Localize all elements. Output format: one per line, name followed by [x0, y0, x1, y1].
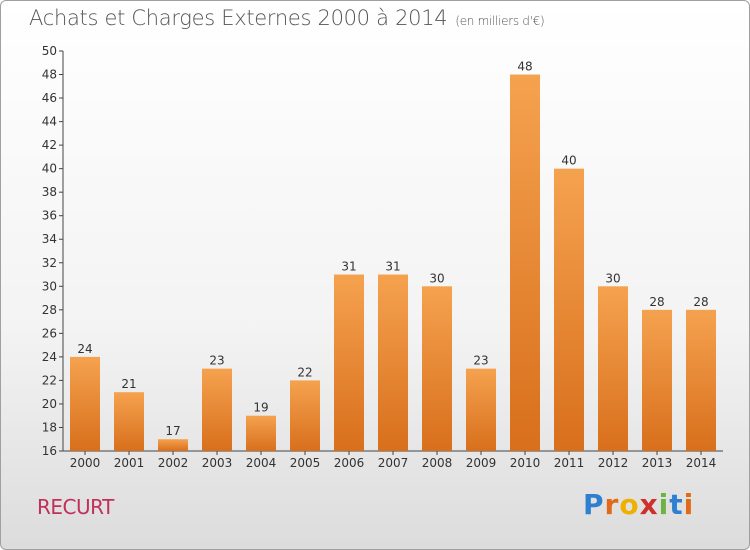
bar-value-label: 30 — [429, 271, 444, 285]
commune-name: RECURT — [37, 495, 114, 519]
y-tick-label: 38 — [42, 185, 57, 199]
bar-2013[interactable] — [642, 309, 672, 451]
y-tick-label: 28 — [42, 303, 57, 317]
bar-2010[interactable] — [510, 74, 540, 451]
x-tick-label: 2006 — [334, 456, 365, 470]
y-tick-label: 24 — [42, 350, 57, 364]
bar-2011[interactable] — [554, 168, 584, 451]
bar-value-label: 24 — [77, 342, 92, 356]
logo-letter: t — [669, 488, 684, 521]
bar-2006[interactable] — [334, 274, 364, 451]
y-tick-label: 20 — [42, 397, 57, 411]
x-tick-label: 2003 — [202, 456, 233, 470]
bar-value-label: 21 — [121, 377, 136, 391]
bar-2003[interactable] — [202, 368, 232, 451]
y-tick-label: 16 — [42, 444, 57, 458]
x-tick-label: 2004 — [246, 456, 277, 470]
bar-value-label: 31 — [341, 260, 356, 274]
bar-2001[interactable] — [114, 392, 144, 451]
bar-value-label: 28 — [649, 295, 664, 309]
proxiti-logo[interactable]: Proxiti — [583, 488, 694, 521]
x-tick-label: 2008 — [422, 456, 453, 470]
bar-value-label: 30 — [605, 271, 620, 285]
x-tick-label: 2005 — [290, 456, 321, 470]
logo-letter: o — [619, 488, 640, 521]
x-tick-label: 2013 — [642, 456, 673, 470]
bar-value-label: 23 — [209, 354, 224, 368]
logo-letter: i — [683, 488, 695, 521]
bar-2012[interactable] — [598, 286, 628, 451]
bar-value-label: 48 — [517, 60, 532, 74]
x-tick-label: 2007 — [378, 456, 409, 470]
bar-2000[interactable] — [70, 356, 100, 451]
bar-value-label: 22 — [297, 365, 312, 379]
bar-value-label: 19 — [253, 401, 268, 415]
bar-2004[interactable] — [246, 415, 276, 451]
bar-2007[interactable] — [378, 274, 408, 451]
chart-title-line: Achats et Charges Externes 2000 à 2014 (e… — [29, 6, 545, 30]
y-tick-label: 18 — [42, 420, 57, 434]
bar-value-label: 28 — [693, 295, 708, 309]
y-tick-label: 30 — [42, 279, 57, 293]
y-tick-label: 36 — [42, 209, 57, 223]
bar-value-label: 23 — [473, 354, 488, 368]
x-tick-label: 2001 — [114, 456, 145, 470]
bar-value-label: 40 — [561, 154, 576, 168]
bar-value-label: 17 — [165, 424, 180, 438]
chart-title: Achats et Charges Externes 2000 à 2014 — [29, 6, 448, 30]
logo-letter: r — [604, 488, 620, 521]
x-tick-label: 2002 — [158, 456, 189, 470]
bar-2009[interactable] — [466, 368, 496, 451]
x-tick-label: 2014 — [686, 456, 717, 470]
bar-2014[interactable] — [686, 309, 716, 451]
bar-2008[interactable] — [422, 286, 452, 451]
y-tick-label: 48 — [42, 68, 57, 82]
y-tick-label: 40 — [42, 162, 57, 176]
bar-2005[interactable] — [290, 380, 320, 451]
bars-group: 24 21 17 23 19 22 31 31 30 23 48 40 30 28 28 — [70, 60, 716, 451]
y-tick-label: 32 — [42, 256, 57, 270]
y-tick-label: 50 — [42, 44, 57, 58]
logo-letter: i — [658, 488, 670, 521]
logo-letter: P — [583, 488, 605, 521]
chart-subtitle: (en milliers d'€) — [455, 14, 545, 28]
bar-2002[interactable] — [158, 439, 188, 451]
axes: 16 18 20 22 24 26 28 30 32 34 36 38 40 42 44 46 48 50 2000… — [42, 44, 723, 470]
y-tick-label: 46 — [42, 91, 57, 105]
y-tick-label: 42 — [42, 138, 57, 152]
logo-letter: x — [639, 488, 659, 521]
y-tick-label: 34 — [42, 232, 57, 246]
bar-value-label: 31 — [385, 260, 400, 274]
x-tick-label: 2011 — [554, 456, 585, 470]
y-tick-label: 26 — [42, 326, 57, 340]
x-tick-label: 2012 — [598, 456, 629, 470]
x-tick-label: 2010 — [510, 456, 541, 470]
x-tick-label: 2000 — [70, 456, 101, 470]
y-tick-label: 44 — [42, 115, 57, 129]
y-tick-label: 22 — [42, 373, 57, 387]
x-tick-label: 2009 — [466, 456, 497, 470]
